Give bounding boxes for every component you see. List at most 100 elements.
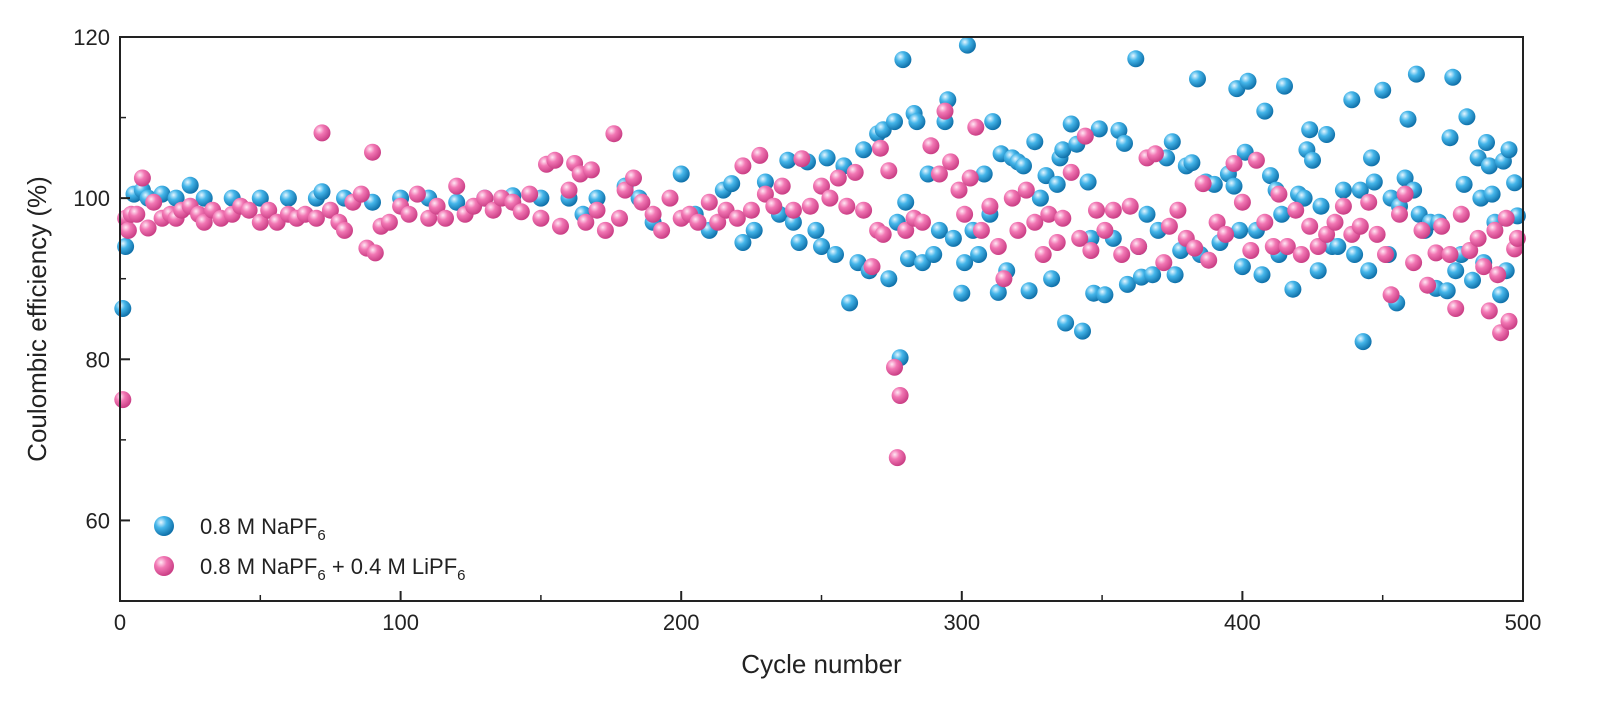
legend-label-0: 0.8 M NaPF6 xyxy=(200,514,326,544)
data-point-s1-165 xyxy=(1377,246,1394,263)
data-point-s1-179 xyxy=(1475,258,1493,276)
data-point-s1-168 xyxy=(1396,185,1414,203)
data-point-s0-43 xyxy=(818,149,836,167)
data-point-s1-44 xyxy=(448,177,466,195)
data-point-s1-149 xyxy=(1247,151,1265,169)
data-point-s0-173 xyxy=(1455,175,1473,193)
data-point-s1-47 xyxy=(476,189,494,207)
data-point-s1-48 xyxy=(484,201,502,219)
data-point-s0-147 xyxy=(1343,91,1361,109)
data-point-s1-113 xyxy=(972,221,990,239)
data-point-s1-141 xyxy=(1186,239,1204,257)
data-point-s1-143 xyxy=(1200,251,1218,269)
data-point-s1-104 xyxy=(914,213,931,231)
data-point-s0-150 xyxy=(1354,333,1372,351)
data-point-s1-6 xyxy=(139,219,157,237)
data-point-s1-163 xyxy=(1360,193,1378,211)
data-point-s1-180 xyxy=(1480,302,1498,320)
data-point-s0-0 xyxy=(114,300,132,317)
data-point-s1-116 xyxy=(995,270,1013,288)
data-point-s1-125 xyxy=(1062,163,1080,181)
data-point-s1-148 xyxy=(1242,242,1260,259)
data-point-s1-99 xyxy=(886,358,903,376)
data-point-s1-117 xyxy=(1003,189,1021,207)
data-point-s0-123 xyxy=(1231,221,1249,239)
data-point-s0-10 xyxy=(251,189,269,207)
data-point-s1-185 xyxy=(1500,312,1518,330)
data-point-s0-153 xyxy=(1365,173,1383,191)
data-point-s0-86 xyxy=(1043,270,1061,288)
data-point-s1-52 xyxy=(521,185,539,203)
data-point-s1-133 xyxy=(1121,197,1139,215)
data-point-s0-130 xyxy=(1262,167,1279,185)
data-point-s1-4 xyxy=(128,205,146,223)
data-point-s1-75 xyxy=(700,193,718,211)
data-point-s0-154 xyxy=(1374,81,1392,99)
data-point-s1-76 xyxy=(709,213,727,231)
data-point-s1-154 xyxy=(1287,201,1305,219)
data-point-s0-101 xyxy=(1116,134,1133,152)
data-point-s0-115 xyxy=(1189,70,1206,88)
x-axis-ticks: 0 100 200 300 400 500 xyxy=(114,591,1541,635)
data-point-s1-14 xyxy=(195,213,213,231)
data-point-s1-176 xyxy=(1452,205,1470,223)
data-point-s0-149 xyxy=(1351,181,1369,199)
x-tick-label-0: 0 xyxy=(114,610,126,635)
data-point-s0-143 xyxy=(1318,126,1336,143)
data-point-s0-48 xyxy=(855,141,873,159)
data-point-s1-136 xyxy=(1146,145,1164,163)
data-point-s0-68 xyxy=(953,284,971,302)
data-point-s0-110 xyxy=(1163,133,1181,151)
data-point-s1-28 xyxy=(321,201,339,219)
data-point-s1-166 xyxy=(1382,286,1400,304)
data-point-s0-133 xyxy=(1273,205,1291,223)
data-point-s1-91 xyxy=(838,197,856,215)
plot-frame xyxy=(119,36,1524,602)
data-point-s1-64 xyxy=(605,125,623,143)
data-point-s1-5 xyxy=(133,169,151,187)
data-point-s1-19 xyxy=(240,201,258,219)
data-point-s1-2 xyxy=(119,221,137,239)
data-point-s1-139 xyxy=(1169,201,1187,219)
data-point-s1-171 xyxy=(1419,276,1437,294)
data-point-s1-39 xyxy=(400,205,418,223)
data-point-s1-108 xyxy=(942,153,960,171)
data-point-s1-27 xyxy=(313,124,331,142)
data-point-s0-7 xyxy=(181,176,199,194)
data-point-s1-156 xyxy=(1301,217,1319,235)
data-point-s1-184 xyxy=(1497,209,1515,227)
data-point-s0-174 xyxy=(1458,108,1476,126)
data-point-s1-187 xyxy=(1508,229,1526,247)
data-point-s1-70 xyxy=(653,221,671,239)
data-point-s0-187 xyxy=(1506,174,1524,192)
data-point-s0-84 xyxy=(1031,189,1049,207)
data-point-s1-94 xyxy=(863,258,881,276)
data-point-s1-137 xyxy=(1155,254,1173,272)
data-point-s1-69 xyxy=(644,205,662,223)
data-point-s1-112 xyxy=(967,118,985,136)
data-point-s1-30 xyxy=(336,221,353,239)
data-point-s1-42 xyxy=(428,197,446,215)
data-point-s1-120 xyxy=(1026,213,1044,231)
data-point-s0-72 xyxy=(970,246,988,263)
data-point-s0-103 xyxy=(1127,50,1145,68)
data-point-s0-107 xyxy=(1144,266,1162,284)
data-point-s1-41 xyxy=(420,209,438,227)
data-point-s1-174 xyxy=(1441,246,1459,263)
y-tick-label-2: 100 xyxy=(73,186,110,211)
legend-marker-nacl xyxy=(154,516,174,536)
data-point-s0-162 xyxy=(1407,65,1425,83)
data-point-s0-34 xyxy=(745,221,763,239)
data-point-s0-33 xyxy=(734,234,752,251)
data-point-s1-167 xyxy=(1391,205,1408,223)
data-point-s0-83 xyxy=(1026,133,1044,151)
x-tick-label-2: 200 xyxy=(663,610,700,635)
data-point-s1-51 xyxy=(512,203,530,221)
data-point-s1-115 xyxy=(989,238,1007,255)
data-point-s1-107 xyxy=(936,102,954,120)
data-point-s0-124 xyxy=(1233,258,1251,276)
data-point-s0-145 xyxy=(1329,238,1347,255)
data-point-s0-152 xyxy=(1363,149,1380,167)
data-point-s0-159 xyxy=(1396,169,1414,187)
